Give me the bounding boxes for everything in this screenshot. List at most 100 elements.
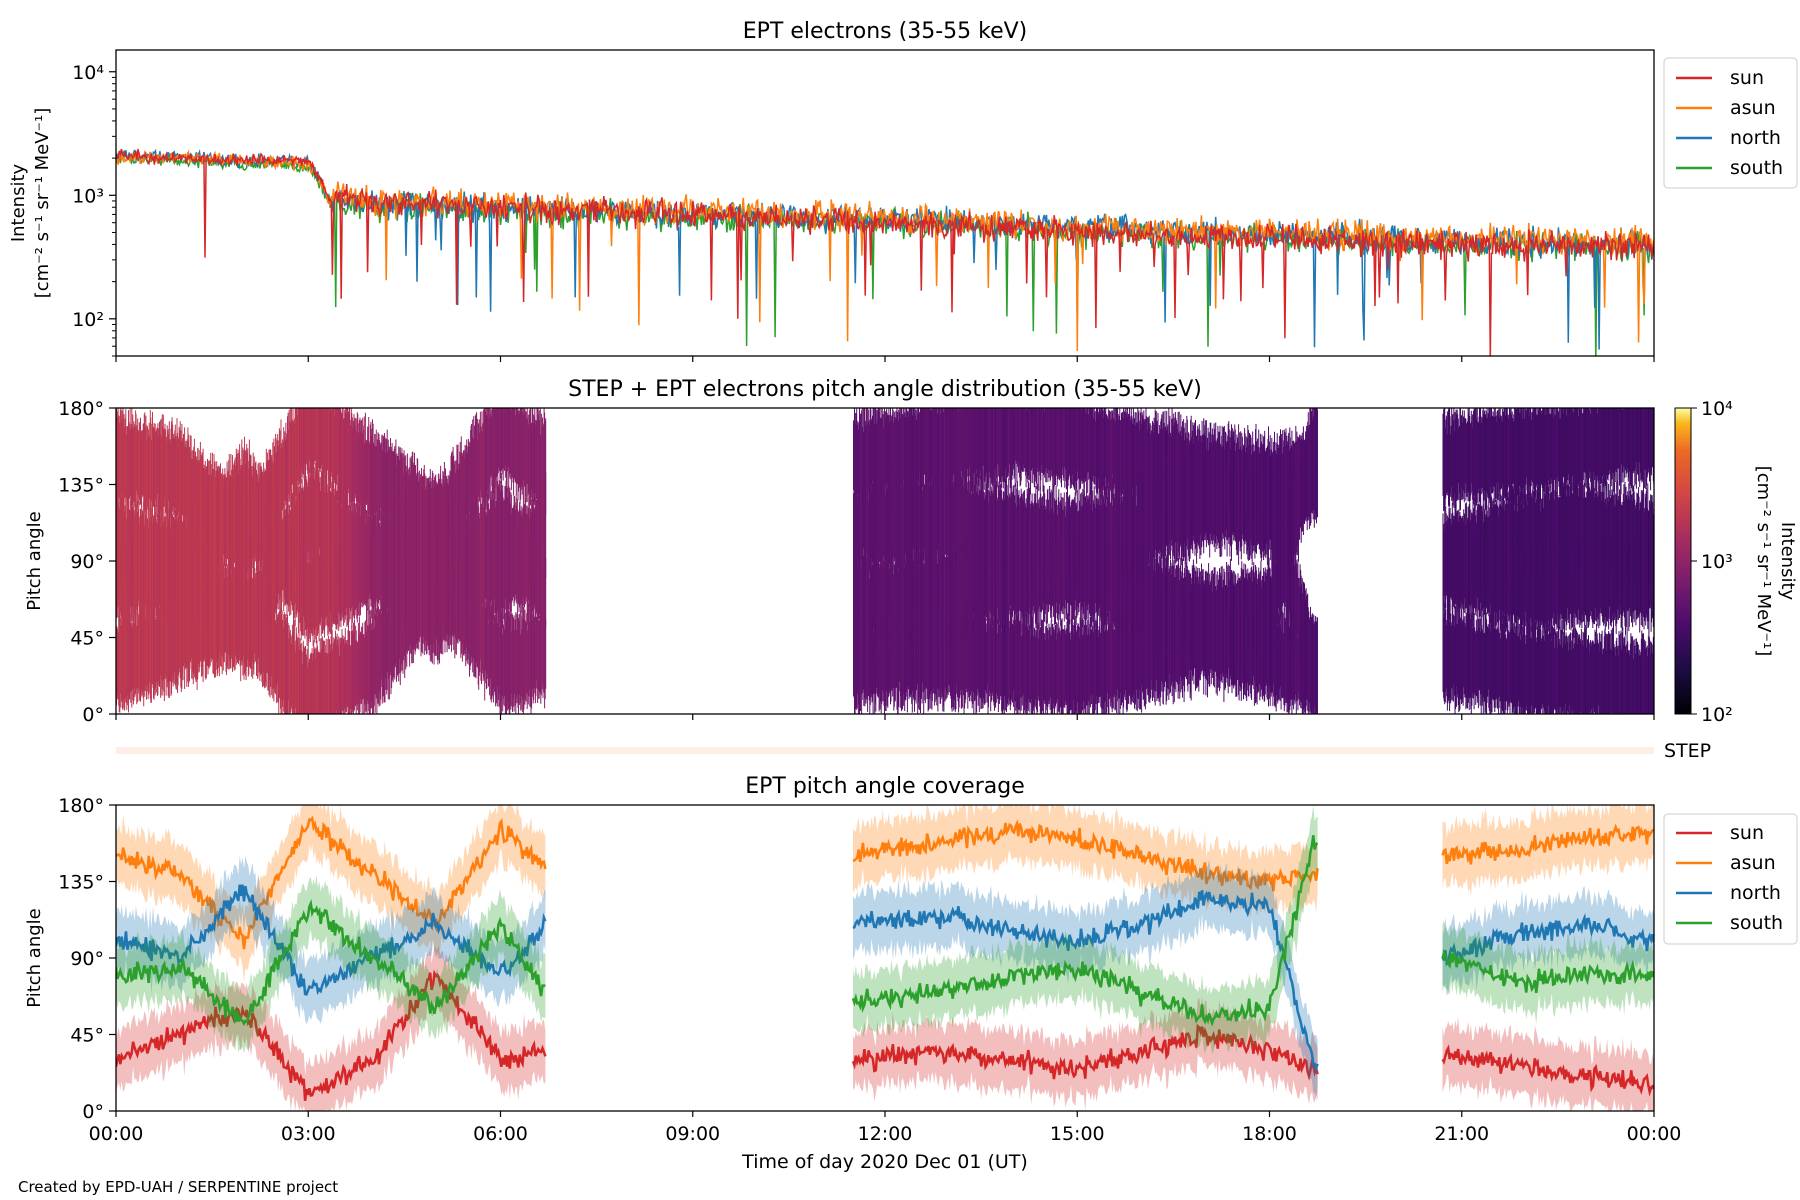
pad-cell [1034,538,1036,611]
pad-cell [1013,408,1015,479]
pad-cell [419,495,421,574]
pad-cell [1027,408,1029,476]
pad-cell [939,555,940,635]
pad-cell [513,495,515,604]
pad-cell [262,490,264,563]
pad-cell [886,544,888,653]
pad-cell [143,601,145,707]
pad-cell [960,408,962,471]
pad-cell [886,614,888,706]
pad-cell [929,408,931,492]
pad-cell [467,526,469,613]
pad-cell [1064,634,1066,705]
pad-cell [962,468,964,573]
pad-cell [338,636,340,714]
pad-cell [892,472,894,572]
pad-cell [1009,497,1011,562]
pad-cell [159,609,160,687]
pad-cell [953,539,955,643]
pad-cell [1065,628,1067,705]
pad-cell [1029,613,1031,713]
pad-cell [169,598,171,682]
pad-cell [205,487,207,575]
pad-cell [401,486,403,595]
pad-cell [1031,536,1033,611]
y-tick-label: 10³ [72,185,104,207]
pad-cell [421,553,422,652]
pad-cell [545,619,547,689]
pad-cell [870,565,872,639]
pad-cell [503,615,505,707]
pad-cell [933,408,934,496]
pad-cell [948,474,950,563]
pad-cell [528,533,530,611]
pad-cell [425,505,427,570]
pad-cell [267,476,269,580]
pad-cell [320,637,322,714]
pad-cell [924,564,926,631]
pad-cell [380,613,382,687]
pad-cell [328,487,330,556]
pad-cell [1020,538,1022,620]
pad-cell [990,618,992,712]
pad-cell [381,520,383,611]
pad-cell [1002,531,1004,640]
pad-cell [135,540,137,608]
pad-cell [194,537,196,610]
pad-cell [500,408,501,479]
pad-cell [439,501,440,564]
pad-cell [1014,503,1016,574]
pad-cell [533,540,535,619]
pad-cell [482,431,483,499]
pad-cell [258,570,260,637]
pad-cell [177,537,178,616]
pad-cell [456,444,458,549]
pad-cell [864,473,866,581]
pad-cell [322,639,324,714]
pad-cell [1019,497,1021,575]
pad-cell [861,488,863,561]
pad-cell [162,414,164,516]
pad-cell [964,408,966,495]
pad-cell [866,557,867,658]
pad-cell [897,609,899,714]
pad-cell [988,528,989,638]
pad-cell [372,611,373,714]
pad-cell [875,423,877,488]
pad-cell [1089,522,1091,616]
pad-cell [422,545,424,654]
pad-cell [434,556,436,655]
pad-cell [303,647,305,714]
pad-cell [235,448,237,557]
pad-cell [201,504,203,567]
pad-cell [160,420,162,513]
pad-cell [227,472,229,555]
pad-cell [155,539,157,608]
pad-cell [509,614,511,706]
pad-cell [190,536,192,632]
pad-cell [344,636,346,714]
pad-cell [983,490,985,562]
pad-cell [223,479,225,543]
pad-cell [294,486,296,580]
pad-cell [929,480,931,562]
pad-cell [242,449,244,554]
pad-cell [981,619,983,709]
pad-cell [300,482,302,559]
pad-cell [967,603,969,709]
pad-cell [364,620,366,704]
pad-cell [935,632,937,695]
pad-cell [402,534,404,638]
pad-cell [313,647,315,714]
pad-cell [253,573,255,651]
pad-cell [914,561,916,631]
pad-cell [1074,519,1076,626]
pad-cell [1067,613,1068,714]
pad-cell [990,538,992,642]
pad-cell [380,442,382,536]
pad-cell [217,474,219,572]
pad-cell [534,509,536,574]
pad-cell [244,494,245,591]
pad-cell [248,439,250,547]
pad-cell [116,417,118,497]
